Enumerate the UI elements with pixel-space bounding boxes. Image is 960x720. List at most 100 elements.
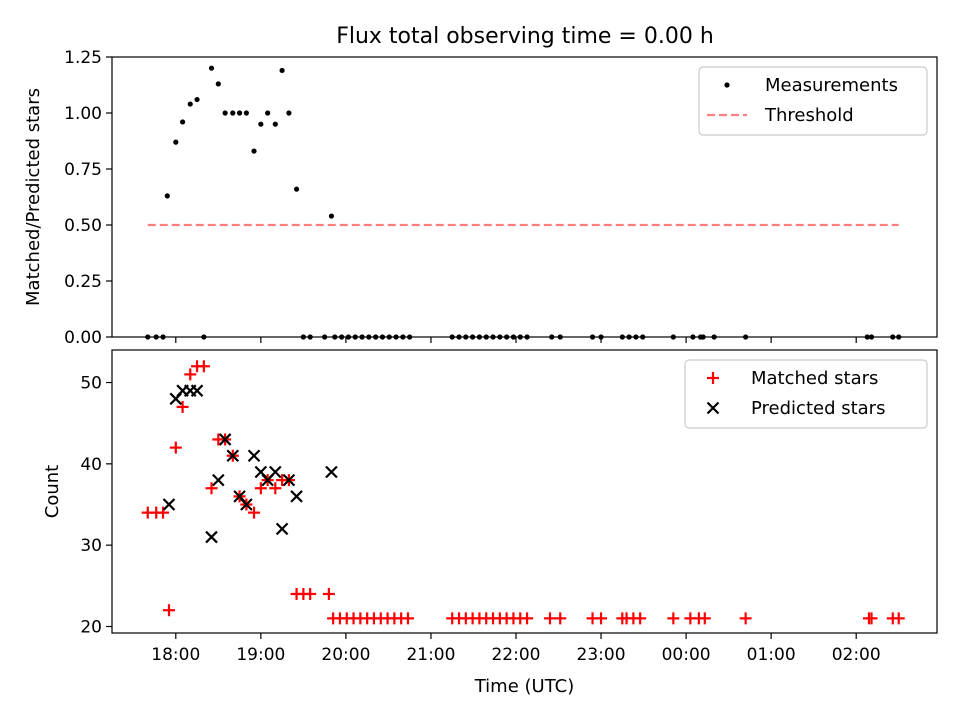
y-tick-label: 0.50 bbox=[64, 216, 102, 236]
y-tick-label: 0.00 bbox=[64, 328, 102, 348]
predicted-marker bbox=[205, 530, 218, 544]
measurement-point bbox=[743, 334, 749, 340]
measurement-point bbox=[400, 334, 406, 340]
measurement-point bbox=[187, 101, 193, 107]
x-tick-label: 21:00 bbox=[406, 645, 455, 665]
predicted-marker bbox=[218, 433, 232, 446]
measurement-point bbox=[490, 334, 496, 340]
measurement-point bbox=[286, 110, 292, 116]
measurement-point bbox=[700, 334, 706, 340]
measurement-point bbox=[633, 334, 639, 340]
matched-marker bbox=[521, 612, 534, 625]
x-axis-label: Time (UTC) bbox=[474, 676, 575, 697]
measurement-point bbox=[619, 334, 625, 340]
matched-marker bbox=[698, 612, 711, 625]
measurement-point bbox=[366, 334, 372, 340]
measurement-point bbox=[598, 334, 604, 340]
measurement-point bbox=[864, 334, 870, 340]
measurement-point bbox=[483, 334, 489, 340]
y-tick-label: 0.25 bbox=[64, 272, 102, 292]
matched-marker bbox=[595, 612, 608, 625]
measurement-point bbox=[243, 110, 249, 116]
matched-marker bbox=[739, 612, 752, 625]
x-tick-label: 01:00 bbox=[747, 645, 796, 665]
measurement-point bbox=[201, 334, 207, 340]
measurement-point bbox=[449, 334, 455, 340]
measurement-point bbox=[293, 186, 300, 192]
measurement-point bbox=[497, 334, 503, 340]
measurement-point bbox=[208, 65, 215, 71]
matched-marker bbox=[176, 400, 189, 413]
measurement-point bbox=[322, 334, 328, 340]
y-tick-label: 0.75 bbox=[64, 160, 102, 180]
matched-marker bbox=[401, 612, 414, 625]
matched-marker bbox=[667, 612, 680, 625]
matched-marker bbox=[162, 604, 175, 617]
legend-label: Predicted stars bbox=[751, 398, 885, 419]
y-tick-label: 40 bbox=[80, 455, 102, 475]
measurement-point bbox=[236, 110, 243, 116]
measurement-point bbox=[339, 334, 345, 340]
measurement-point bbox=[173, 139, 179, 145]
matched-marker bbox=[169, 441, 182, 454]
y-axis-label: Matched/Predicted stars bbox=[23, 88, 44, 306]
legend-measurement-swatch bbox=[724, 82, 730, 88]
measurement-point bbox=[332, 334, 338, 340]
measurement-point bbox=[549, 334, 555, 340]
measurement-point bbox=[328, 213, 335, 219]
measurement-point bbox=[670, 334, 676, 340]
y-axis-label: Count bbox=[42, 465, 63, 518]
matched-marker bbox=[322, 587, 335, 600]
measurement-point bbox=[194, 96, 200, 103]
measurement-point bbox=[145, 334, 151, 340]
top-panel: 0.00 0.25 0.50 0.75 1.00 1.25 Matched/Predicte… bbox=[23, 48, 938, 348]
measurement-point bbox=[373, 334, 379, 340]
x-tick-label: 23:00 bbox=[577, 645, 626, 665]
measurement-point bbox=[456, 334, 462, 340]
measurement-point bbox=[868, 334, 875, 340]
legend: Matched stars Predicted stars bbox=[684, 359, 928, 429]
measurement-point bbox=[352, 334, 358, 340]
measurement-point bbox=[407, 334, 413, 340]
matched-marker bbox=[634, 612, 647, 625]
measurement-point bbox=[300, 334, 306, 340]
x-tick-label: 00:00 bbox=[662, 645, 711, 665]
measurement-point bbox=[279, 67, 285, 74]
measurement-point bbox=[307, 334, 313, 340]
measurement-point bbox=[640, 334, 646, 340]
y-tick-label: 1.00 bbox=[64, 104, 102, 124]
predicted-marker bbox=[269, 465, 282, 479]
x-tick-label: 18:00 bbox=[151, 645, 200, 665]
matched-marker bbox=[865, 612, 878, 625]
matched-marker bbox=[554, 612, 567, 625]
matched-marker bbox=[269, 482, 282, 495]
measurement-point bbox=[476, 334, 483, 340]
measurement-point bbox=[690, 334, 696, 340]
measurement-point bbox=[517, 334, 523, 340]
measurement-point bbox=[160, 334, 166, 340]
predicted-marker bbox=[226, 449, 240, 462]
y-tick-label: 30 bbox=[80, 536, 102, 556]
legend-label: Measurements bbox=[765, 75, 898, 96]
matched-marker bbox=[304, 587, 317, 600]
x-tick-label: 22:00 bbox=[491, 645, 540, 665]
axes-frame bbox=[111, 349, 938, 634]
measurement-point bbox=[504, 334, 510, 340]
measurement-point bbox=[524, 334, 530, 340]
measurement-point bbox=[463, 334, 469, 340]
predicted-marker bbox=[240, 498, 253, 511]
measurement-point bbox=[557, 334, 563, 340]
y-tick-label: 1.25 bbox=[64, 48, 102, 68]
measurement-point bbox=[179, 119, 186, 125]
x-tick-label: 20:00 bbox=[321, 645, 370, 665]
legend-predicted-swatch bbox=[706, 401, 720, 415]
matched-marker bbox=[205, 482, 218, 495]
measurement-point bbox=[470, 334, 476, 340]
matched-marker bbox=[544, 612, 557, 625]
measurement-point bbox=[222, 110, 228, 116]
measurement-point bbox=[359, 334, 365, 340]
x-tick-label: 19:00 bbox=[236, 645, 285, 665]
predicted-marker bbox=[282, 473, 296, 487]
legend-label: Matched stars bbox=[751, 368, 878, 389]
